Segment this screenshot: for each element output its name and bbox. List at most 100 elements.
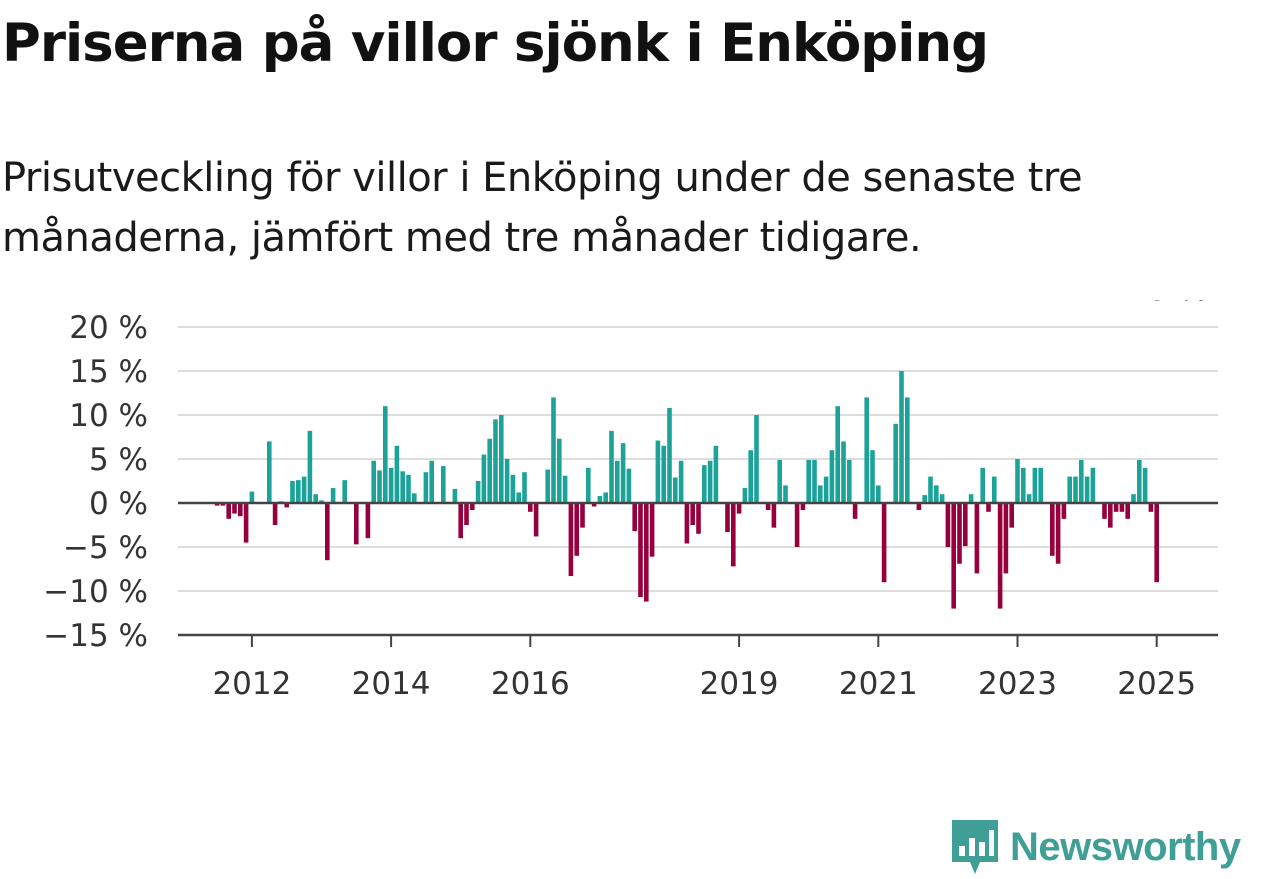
- bar: [707, 460, 713, 503]
- bar: [945, 503, 951, 547]
- bar: [1142, 467, 1148, 503]
- y-tick-label: −10 %: [43, 574, 148, 610]
- bar: [1026, 494, 1032, 503]
- y-tick-label: 0 %: [89, 486, 148, 522]
- bar: [504, 459, 510, 503]
- bar: [847, 459, 852, 503]
- grid-lines: [178, 326, 1218, 592]
- bar: [301, 476, 307, 503]
- bar: [371, 460, 376, 503]
- bar: [290, 481, 295, 503]
- x-tick-label: 2023: [978, 666, 1057, 702]
- bar: [1055, 503, 1061, 564]
- bar: [325, 503, 330, 561]
- bar: [243, 503, 249, 543]
- bar: [214, 503, 220, 506]
- bar: [452, 488, 458, 503]
- bar: [905, 397, 910, 503]
- bar: [545, 469, 550, 503]
- brand-logo: Newsworthy: [950, 818, 1241, 876]
- bar: [835, 406, 840, 503]
- y-tick-label: −5 %: [63, 530, 148, 566]
- bar: [916, 503, 922, 511]
- bar: [638, 503, 643, 598]
- x-tick-label: 2014: [352, 666, 431, 702]
- bar: [986, 503, 991, 512]
- bar: [1015, 459, 1020, 503]
- bar: [1021, 467, 1026, 503]
- x-tick-label: 2012: [212, 666, 291, 702]
- bar: [794, 503, 800, 547]
- bar: [713, 445, 719, 503]
- y-tick-label: 10 %: [69, 398, 148, 434]
- bar: [841, 441, 846, 503]
- bar: [893, 423, 898, 503]
- bar: [951, 503, 956, 609]
- bar: [702, 465, 707, 503]
- bar: [557, 438, 562, 503]
- bar: [383, 406, 388, 503]
- bar: [597, 495, 603, 503]
- bar: [649, 503, 655, 557]
- bar: [852, 503, 858, 519]
- bar: [551, 397, 556, 503]
- bar: [806, 459, 811, 503]
- bar: [313, 494, 318, 503]
- bar: [441, 466, 446, 503]
- bar: [655, 440, 661, 503]
- bar: [812, 459, 817, 503]
- bar: [603, 492, 608, 503]
- bar: [522, 472, 527, 503]
- bar: [464, 503, 469, 525]
- bar: [1084, 476, 1090, 503]
- bar: [823, 476, 829, 503]
- bar: [1073, 476, 1078, 503]
- bar: [696, 503, 701, 534]
- bar: [533, 503, 539, 537]
- bar: [870, 450, 875, 503]
- bar: [1102, 503, 1107, 519]
- newsworthy-chart-icon: [952, 820, 998, 874]
- bar: [586, 467, 591, 503]
- bar: [968, 494, 974, 503]
- bar: [1067, 476, 1072, 503]
- data-labels: −9 %: [1123, 300, 1208, 308]
- bar: [406, 474, 411, 503]
- bar: [510, 474, 516, 503]
- x-tick-label: 2016: [491, 666, 570, 702]
- bar: [881, 503, 887, 583]
- bar: [388, 467, 394, 503]
- bar: [673, 477, 678, 503]
- bar: [528, 503, 533, 512]
- bar: [1061, 503, 1067, 519]
- bar: [800, 503, 806, 511]
- x-tick-label: 2019: [700, 666, 779, 702]
- bar: [661, 445, 666, 503]
- bar: [1131, 494, 1136, 503]
- bar: [765, 503, 771, 511]
- chart-subtitle: Prisutveckling för villor i Enköping und…: [2, 155, 1083, 261]
- bar: [748, 450, 753, 503]
- bar: [1038, 467, 1043, 503]
- bar: [992, 476, 997, 503]
- bar: [829, 450, 835, 503]
- bar: [1050, 503, 1055, 556]
- chart-title: Priserna på villor sjönk i Enköping: [2, 13, 989, 74]
- bar: [818, 485, 823, 503]
- bar: [690, 503, 695, 525]
- bar: [754, 415, 759, 503]
- bar: [470, 503, 475, 511]
- bar: [609, 430, 614, 503]
- bar: [771, 503, 777, 528]
- bar: [493, 419, 498, 503]
- bar: [1148, 503, 1154, 512]
- bar: [899, 371, 904, 503]
- bar: [997, 503, 1003, 609]
- bar: [249, 491, 255, 503]
- bar: [562, 475, 568, 503]
- bar: [957, 503, 962, 564]
- bar: [615, 460, 620, 503]
- bar: [644, 503, 649, 602]
- bar: [876, 485, 881, 503]
- bar: [620, 443, 626, 503]
